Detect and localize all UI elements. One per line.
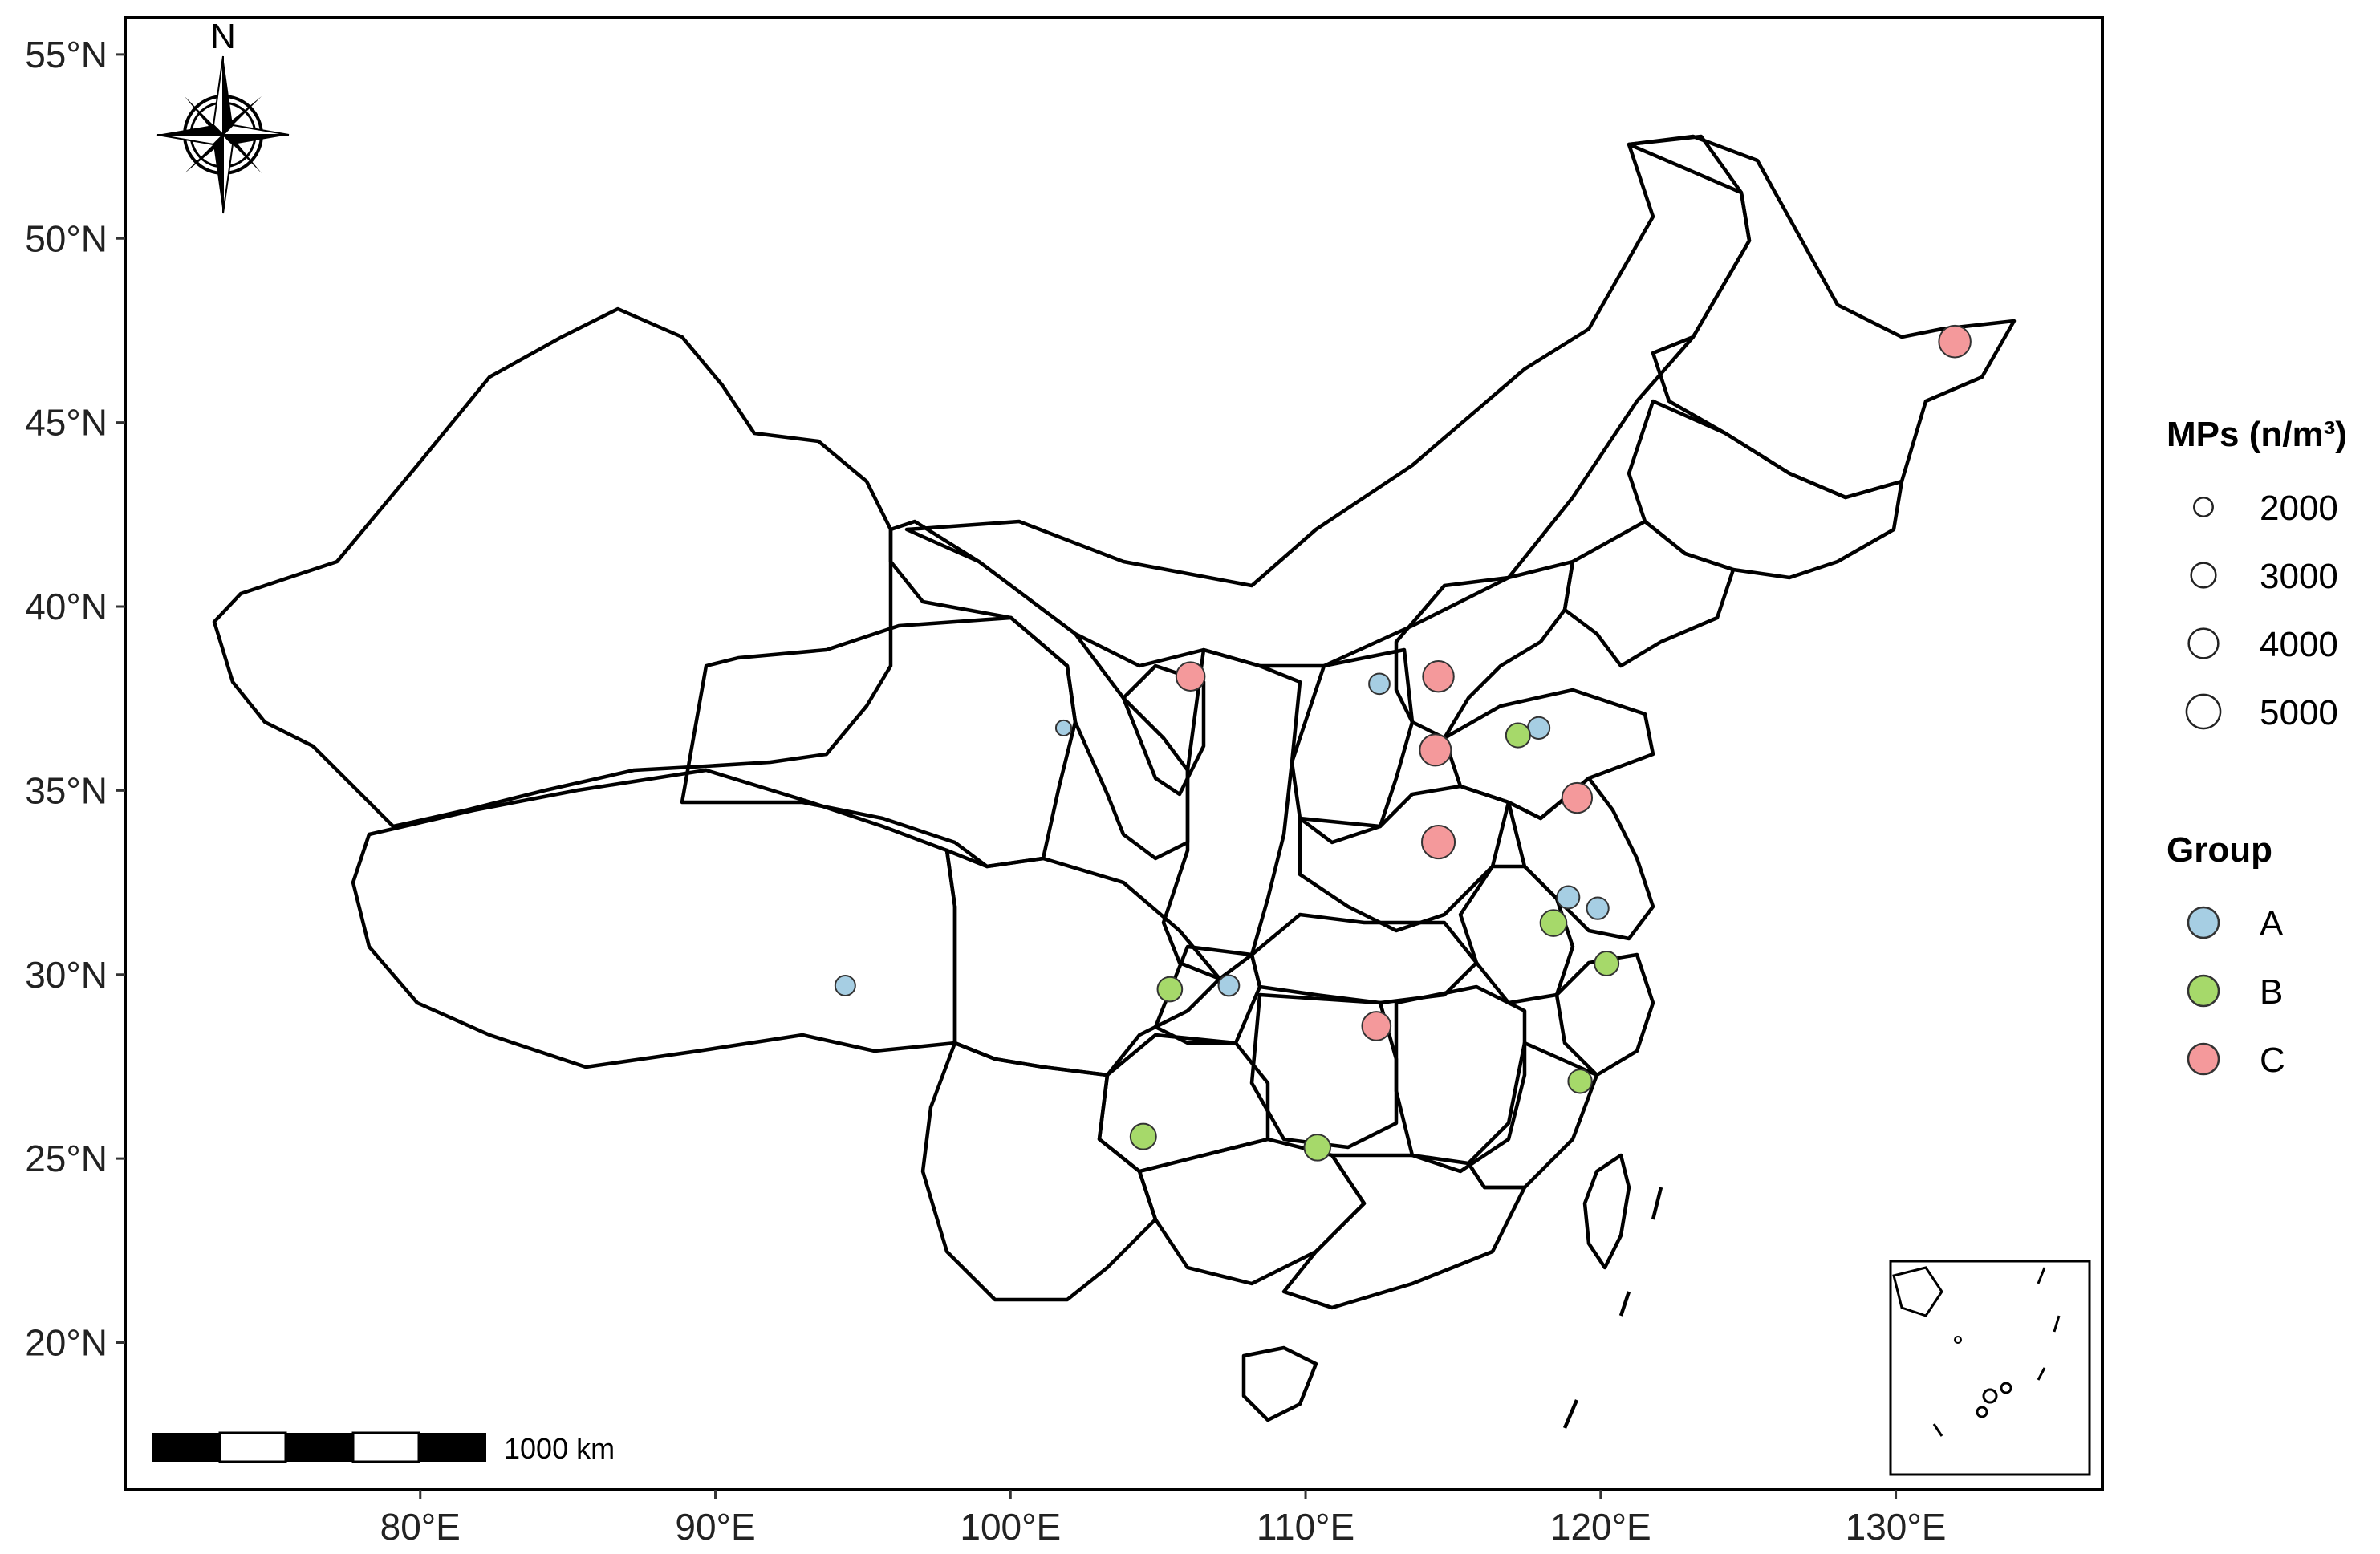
y-tick-label: 25°N (25, 1138, 108, 1179)
data-point-a (1526, 716, 1551, 740)
xizang-outline (351, 768, 957, 1069)
data-point-b (1505, 722, 1531, 749)
size-legend-label: 2000 (2260, 489, 2338, 528)
ningxia-outline (1121, 663, 1206, 797)
group-legend-label: A (2260, 904, 2284, 943)
data-point-a (1217, 974, 1241, 997)
group-legend-swatch (2187, 974, 2220, 1008)
group-legend-title: Group (2167, 830, 2272, 870)
china-boundaries (212, 134, 2017, 1429)
data-point-c (1561, 781, 1594, 814)
group-legend-label: B (2260, 972, 2283, 1012)
group-legend: ABC (2187, 904, 2285, 1080)
group-legend-swatch (2187, 1042, 2220, 1076)
scale-bar: 1000 km (152, 1431, 615, 1465)
taiwan-outline (1582, 1153, 1631, 1270)
liaoning-outline (1562, 519, 1736, 668)
x-tick-label: 120°E (1550, 1506, 1651, 1548)
x-tick-label: 130°E (1846, 1506, 1947, 1548)
data-point-c (1419, 733, 1452, 767)
y-tick-label: 45°N (25, 402, 108, 444)
size-legend-label: 4000 (2260, 625, 2338, 664)
y-tick-label: 20°N (25, 1322, 108, 1364)
data-point-c (1175, 661, 1206, 692)
size-legend-circle (2187, 627, 2220, 659)
hainan-outline (1241, 1345, 1318, 1422)
size-legend-circle (2185, 693, 2222, 730)
size-legend-label: 3000 (2260, 557, 2338, 596)
y-tick-label: 35°N (25, 769, 108, 811)
x-tick-label: 110°E (1257, 1506, 1354, 1548)
data-point-a (834, 975, 856, 997)
data-point-a (1556, 885, 1581, 910)
legend: MPs (n/m³) 2000 3000 4000 5000 Group ABC (2167, 415, 2347, 1080)
data-point-c (1361, 1011, 1392, 1041)
hebei-beijing-outline (1394, 559, 1575, 740)
xinjiang-outline (212, 306, 893, 829)
data-point-b (1567, 1069, 1593, 1094)
map-panel (124, 16, 2104, 1491)
yunnan-outline (920, 1041, 1158, 1302)
hubei-outline (1249, 912, 1479, 1005)
data-point-b (1539, 909, 1568, 937)
y-tick-label: 30°N (25, 954, 108, 996)
x-tick-label: 90°E (675, 1506, 755, 1548)
x-tick-label: 100°E (960, 1506, 1061, 1548)
size-legend-title: MPs (n/m³) (2167, 415, 2347, 454)
x-axis: 80°E 90°E 100°E 110°E 120°E 130°E (380, 1490, 1947, 1548)
data-point-a (1586, 896, 1610, 920)
data-point-b (1156, 976, 1184, 1003)
south-china-sea-inset (1889, 1260, 2091, 1476)
y-tick-label: 40°N (25, 586, 108, 627)
heilongjiang-outline (1627, 134, 2017, 500)
data-point-b (1129, 1122, 1157, 1150)
hunan-outline (1249, 992, 1399, 1150)
size-legend: 2000 3000 4000 5000 (2185, 489, 2338, 732)
data-point-c (1422, 659, 1455, 693)
size-legend-circle (2190, 562, 2217, 589)
y-tick-label: 50°N (25, 217, 108, 259)
size-legend-label: 5000 (2260, 693, 2338, 732)
group-legend-swatch (2187, 906, 2220, 939)
group-legend-label: C (2260, 1041, 2285, 1080)
data-point-c (1420, 825, 1456, 860)
y-tick-label: 55°N (25, 34, 108, 75)
north-arrow: N (156, 17, 290, 214)
guangdong-outline (1281, 1153, 1527, 1310)
data-points (834, 324, 1972, 1162)
y-axis: 55°N 50°N 45°N 40°N 35°N 30°N 25°N 20°N (25, 34, 125, 1364)
data-point-b (1594, 950, 1620, 976)
data-point-a (1368, 672, 1391, 696)
data-point-c (1938, 324, 1972, 359)
data-point-a (1054, 719, 1073, 736)
x-tick-label: 80°E (380, 1506, 461, 1548)
size-legend-circle (2193, 497, 2214, 517)
data-point-b (1303, 1134, 1332, 1162)
jiangxi-outline (1394, 984, 1527, 1174)
north-label: N (210, 17, 236, 56)
scale-label: 1000 km (504, 1432, 615, 1465)
